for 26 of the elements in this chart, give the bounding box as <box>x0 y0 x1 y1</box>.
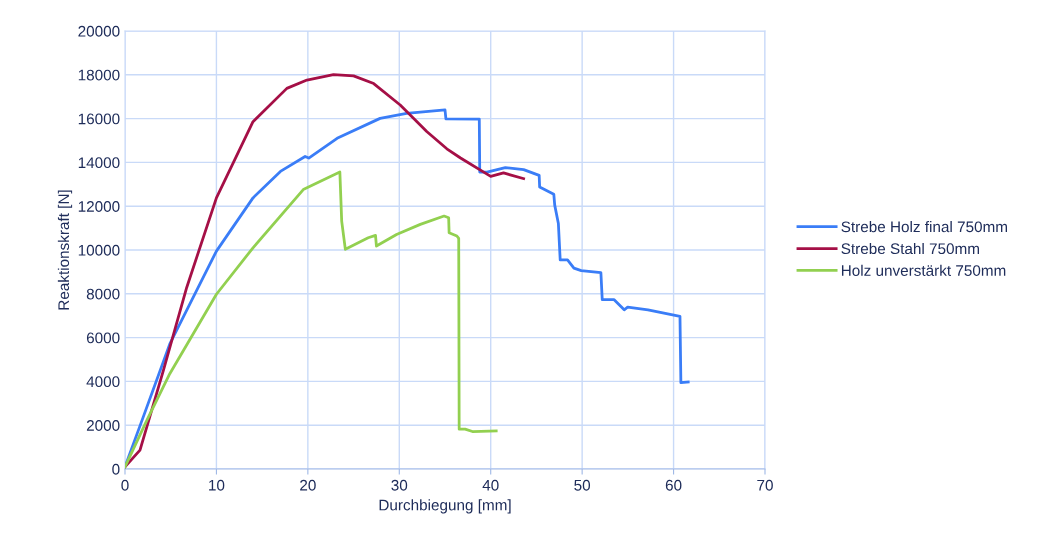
y-tick-label: 14000 <box>78 157 120 169</box>
y-tick-label: 18000 <box>78 69 120 81</box>
y-tick-label: 8000 <box>86 288 120 300</box>
x-tick-label: 30 <box>391 479 408 491</box>
y-tick-label: 2000 <box>86 420 120 431</box>
y-tick-label: 6000 <box>86 332 120 344</box>
line-series <box>125 170 498 469</box>
x-tick-label: 20 <box>300 479 316 491</box>
y-axis-title: Reaktionskraft [N] <box>57 190 73 310</box>
y-tick-label: 20000 <box>78 25 120 37</box>
line-series <box>125 73 526 469</box>
y-tick-label: 12000 <box>78 201 120 212</box>
x-tick-label: 70 <box>757 479 773 491</box>
legend-label: Strebe Holz final 750mm <box>841 221 1007 233</box>
x-tick-label: 0 <box>121 479 129 491</box>
y-tick-label: 10000 <box>78 244 120 256</box>
legend-label: Strebe Stahl 750mm <box>841 242 979 255</box>
legend-label: Holz unverstärkt 750mm <box>841 264 1006 276</box>
x-tick-label: 40 <box>482 479 499 491</box>
x-axis-title: Durchbiegung [mm] <box>379 499 511 514</box>
x-tick-label: 10 <box>209 479 225 491</box>
x-tick-label: 50 <box>574 479 591 491</box>
x-tick-label: 60 <box>665 479 682 491</box>
y-tick-label: 4000 <box>86 376 120 388</box>
y-tick-label: 16000 <box>78 113 120 125</box>
y-tick-label: 0 <box>112 463 120 475</box>
